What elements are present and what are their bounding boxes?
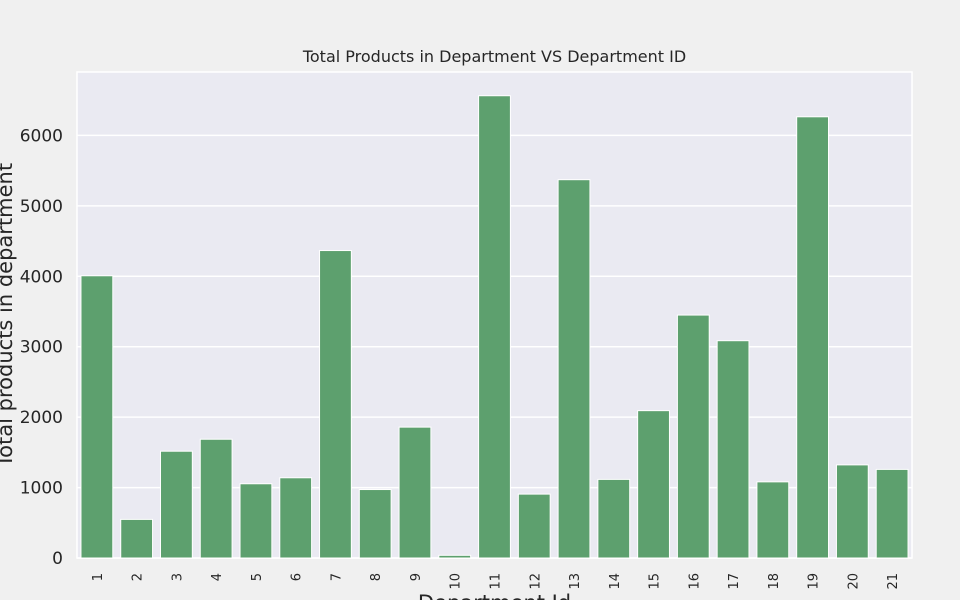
x-tick-labels: 1 2 3 4 5 6 7 8 9 10 11 12 13 14 15 16 17 18 19 20 21 [91, 573, 901, 590]
bar-department-21 [875, 468, 909, 559]
y-tick-label: 3000 [20, 338, 63, 358]
x-tick-label: 8 [369, 573, 384, 581]
x-tick-label: 4 [210, 573, 225, 581]
y-tick-label: 0 [52, 549, 63, 569]
x-tick-label: 6 [290, 573, 305, 581]
bar-department-5 [239, 483, 273, 559]
y-tick-label: 4000 [20, 267, 63, 287]
x-tick-label: 19 [807, 573, 822, 590]
bar-department-20 [835, 464, 869, 559]
bar-department-13 [557, 179, 591, 559]
x-tick-label: 7 [329, 573, 344, 581]
y-axis-label: Total products in department [0, 163, 17, 468]
bar-department-18 [756, 481, 790, 559]
bar-department-19 [796, 116, 830, 559]
x-axis-label: Department Id [418, 591, 571, 600]
bars [80, 95, 909, 559]
x-tick-label: 21 [886, 573, 901, 590]
x-tick-label: 16 [687, 573, 702, 590]
y-tick-label: 1000 [20, 479, 63, 499]
x-tick-label: 12 [528, 573, 543, 590]
x-tick-label: 9 [409, 573, 424, 581]
y-tick-label: 5000 [20, 197, 63, 217]
x-tick-label: 20 [846, 573, 861, 590]
bar-department-9 [398, 426, 432, 559]
bar-department-10 [438, 554, 472, 559]
bar-department-7 [319, 250, 352, 559]
x-tick-label: 13 [568, 573, 583, 590]
x-tick-label: 2 [131, 573, 146, 581]
x-tick-label: 3 [170, 573, 185, 581]
bar-department-14 [597, 478, 631, 559]
bar-department-2 [120, 518, 154, 559]
bar-department-6 [279, 477, 313, 559]
y-tick-labels: 0 1000 2000 3000 4000 5000 6000 [20, 126, 63, 569]
bar-department-11 [478, 95, 511, 559]
y-tick-label: 6000 [20, 126, 63, 146]
y-tick-label: 2000 [20, 408, 63, 428]
bar-department-16 [676, 314, 710, 559]
chart-title: Total Products in Department VS Departme… [302, 47, 686, 66]
bar-department-8 [358, 489, 392, 559]
x-tick-label: 15 [648, 573, 663, 590]
x-tick-label: 5 [250, 573, 265, 581]
x-tick-label: 1 [91, 573, 106, 581]
bar-department-3 [160, 450, 193, 559]
x-tick-label: 10 [449, 573, 464, 590]
x-tick-label: 14 [608, 573, 623, 590]
bar-department-4 [199, 438, 233, 559]
bar-department-12 [517, 493, 551, 559]
bar-department-1 [80, 275, 114, 559]
bar-department-15 [637, 410, 670, 559]
x-tick-label: 18 [767, 573, 782, 590]
x-tick-label: 17 [727, 573, 742, 590]
bar-department-17 [716, 340, 750, 559]
x-tick-label: 11 [489, 573, 504, 590]
